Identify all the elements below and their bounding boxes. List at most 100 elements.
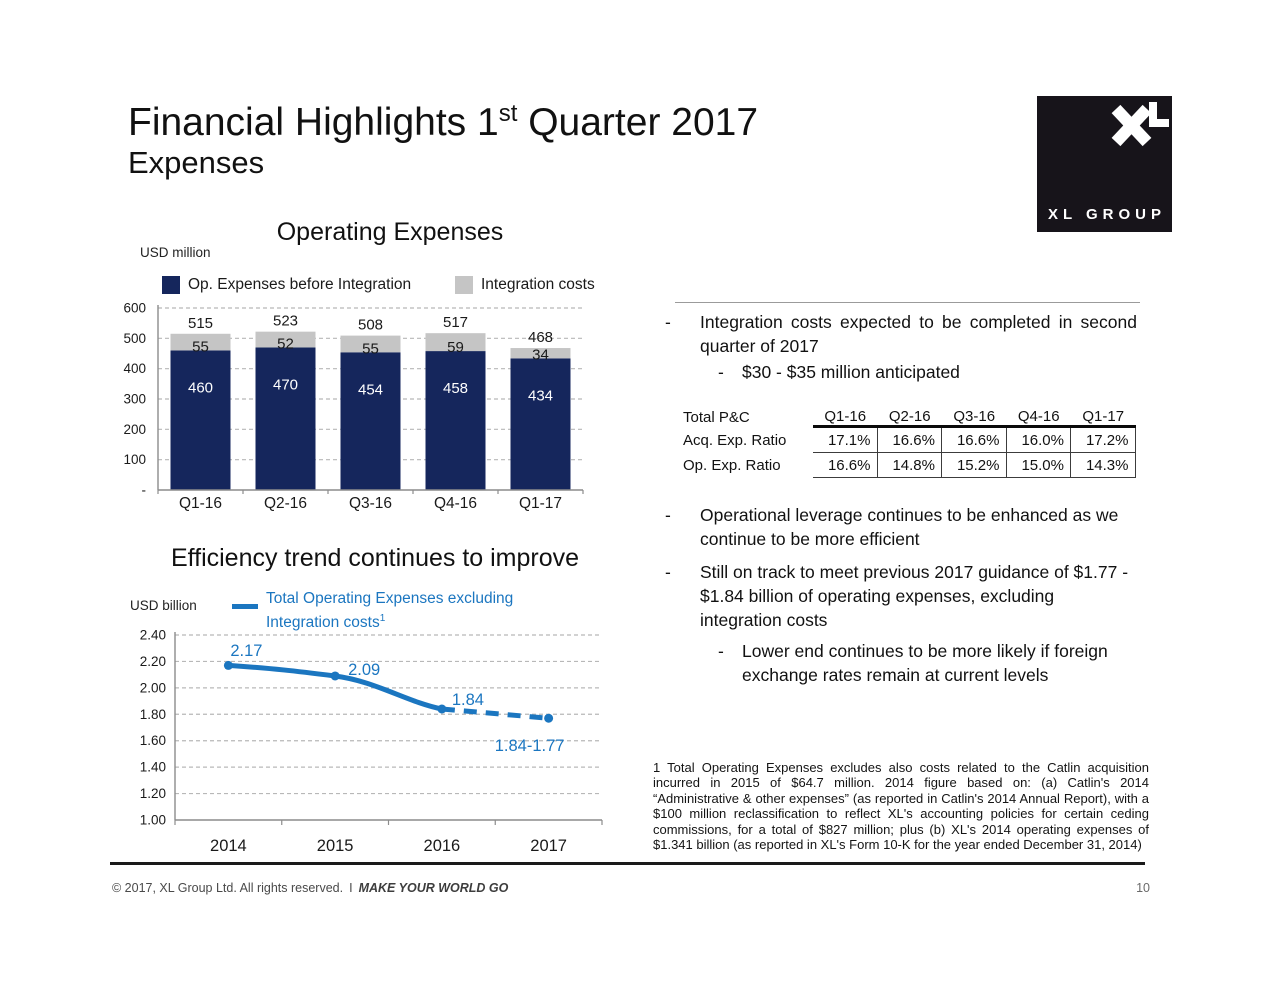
bar-chart-unit-label: USD million <box>140 245 211 260</box>
svg-text:515: 515 <box>188 315 213 332</box>
svg-text:400: 400 <box>123 361 146 376</box>
svg-text:100: 100 <box>123 452 146 467</box>
svg-text:2.20: 2.20 <box>140 654 166 669</box>
svg-text:470: 470 <box>273 376 298 393</box>
svg-text:458: 458 <box>443 380 468 397</box>
bullet-dash: - <box>665 505 671 525</box>
column-header: Q1-16 <box>813 407 878 428</box>
svg-text:2.09: 2.09 <box>348 661 380 679</box>
svg-text:55: 55 <box>192 338 209 355</box>
line-chart-title: Efficiency trend continues to improve <box>170 544 580 572</box>
svg-text:454: 454 <box>358 381 383 398</box>
title-suffix: Quarter 2017 <box>517 101 759 144</box>
svg-text:-: - <box>142 483 147 498</box>
table-header-row: Total P&C Q1-16 Q2-16 Q3-16 Q4-16 Q1-17 <box>683 407 1136 428</box>
svg-text:1.60: 1.60 <box>140 733 166 748</box>
line-chart-unit-label: USD billion <box>130 598 197 613</box>
svg-text:52: 52 <box>277 335 294 352</box>
page-title: Financial Highlights 1st Quarter 2017 <box>128 92 758 145</box>
svg-text:523: 523 <box>273 313 298 330</box>
footer-separator: I <box>349 881 353 895</box>
table-cell: 16.6% <box>942 428 1007 453</box>
title-block: Financial Highlights 1st Quarter 2017 Ex… <box>128 92 758 181</box>
bullet-30-35-million: - $30 - $35 million anticipated <box>718 362 960 382</box>
bar-legend-label: Integration costs <box>481 276 595 293</box>
svg-text:Q2-16: Q2-16 <box>264 495 307 512</box>
gray-swatch-icon <box>455 276 473 294</box>
svg-text:Q1-16: Q1-16 <box>179 495 222 512</box>
table-row: Op. Exp. Ratio 16.6% 14.8% 15.2% 15.0% 1… <box>683 453 1136 478</box>
row-label: Op. Exp. Ratio <box>683 457 781 474</box>
table-cell: 16.6% <box>813 453 878 478</box>
svg-text:55: 55 <box>362 340 379 357</box>
xl-logo-icon <box>1111 102 1169 147</box>
table-row: Acq. Exp. Ratio 17.1% 16.6% 16.6% 16.0% … <box>683 428 1136 453</box>
svg-text:Q3-16: Q3-16 <box>349 495 392 512</box>
svg-text:2014: 2014 <box>210 837 247 855</box>
page-subtitle: Expenses <box>128 145 265 180</box>
table-title: Total P&C <box>683 409 750 426</box>
footer-text: © 2017, XL Group Ltd. All rights reserve… <box>112 881 508 895</box>
svg-text:Q4-16: Q4-16 <box>434 495 477 512</box>
ratio-table: Total P&C Q1-16 Q2-16 Q3-16 Q4-16 Q1-17 … <box>683 407 1136 478</box>
svg-text:34: 34 <box>532 346 549 363</box>
svg-text:1.20: 1.20 <box>140 786 166 801</box>
svg-text:600: 600 <box>123 301 146 316</box>
svg-text:Q1-17: Q1-17 <box>519 495 562 512</box>
footer-tagline: MAKE YOUR WORLD GO <box>358 881 509 895</box>
bar-legend-item-integration: Integration costs <box>455 276 595 294</box>
svg-text:2.00: 2.00 <box>140 680 166 695</box>
bullet-operational-leverage: - Operational leverage continues to be e… <box>665 505 1119 549</box>
table-cell: 15.0% <box>1006 453 1071 478</box>
svg-text:2017: 2017 <box>530 837 567 855</box>
table-cell: 16.6% <box>877 428 942 453</box>
blue-line-swatch-icon <box>232 604 258 609</box>
bar-chart-title: Operating Expenses <box>276 218 504 246</box>
svg-text:508: 508 <box>358 317 383 334</box>
table-cell: 17.2% <box>1071 428 1136 453</box>
svg-text:1.40: 1.40 <box>140 760 166 775</box>
footer-rule <box>110 862 1145 865</box>
table-cell: 14.3% <box>1071 453 1136 478</box>
column-header: Q4-16 <box>1006 407 1071 428</box>
svg-text:1.84-1.77: 1.84-1.77 <box>495 737 565 755</box>
svg-text:2016: 2016 <box>424 837 461 855</box>
svg-text:59: 59 <box>447 339 464 356</box>
xl-group-logo: XL GROUP <box>1037 96 1172 232</box>
svg-text:2015: 2015 <box>317 837 354 855</box>
svg-text:468: 468 <box>528 329 553 346</box>
column-header: Q1-17 <box>1071 407 1136 428</box>
bullet-2017-guidance: - Still on track to meet previous 2017 g… <box>665 562 1129 630</box>
navy-swatch-icon <box>162 276 180 294</box>
table-cell: 14.8% <box>877 453 942 478</box>
svg-text:2.17: 2.17 <box>230 642 262 660</box>
svg-text:300: 300 <box>123 392 146 407</box>
page-number: 10 <box>1136 881 1150 895</box>
svg-text:1.00: 1.00 <box>140 813 166 828</box>
bar-legend-item-expenses: Op. Expenses before Integration <box>162 276 411 294</box>
row-label: Acq. Exp. Ratio <box>683 432 787 449</box>
table-cell: 16.0% <box>1006 428 1071 453</box>
svg-text:517: 517 <box>443 314 468 331</box>
svg-text:500: 500 <box>123 331 146 346</box>
svg-text:2.40: 2.40 <box>140 628 166 643</box>
bullet-dash: - <box>665 562 671 582</box>
table-cell: 15.2% <box>942 453 1007 478</box>
title-prefix: Financial Highlights 1 <box>128 101 499 144</box>
svg-text:460: 460 <box>188 379 213 396</box>
operating-expenses-bar-chart: 460 55 515 Q1-16 470 52 523 Q2-16 454 55 508 Q3-16 4… <box>123 301 584 512</box>
copyright-text: © 2017, XL Group Ltd. All rights reserve… <box>112 881 344 895</box>
logo-wordmark: XL GROUP <box>1047 206 1167 223</box>
bullet-dash: - <box>718 641 724 661</box>
svg-text:1.80: 1.80 <box>140 707 166 722</box>
title-superscript: st <box>498 100 518 127</box>
svg-text:434: 434 <box>528 387 553 404</box>
bullet-lower-end: - Lower end continues to be more likely … <box>718 641 1108 685</box>
svg-text:1.84: 1.84 <box>452 691 484 709</box>
right-panel-divider <box>675 302 1140 303</box>
column-header: Q3-16 <box>942 407 1007 428</box>
column-header: Q2-16 <box>877 407 942 428</box>
bullet-dash: - <box>718 362 724 382</box>
table-cell: 17.1% <box>813 428 878 453</box>
